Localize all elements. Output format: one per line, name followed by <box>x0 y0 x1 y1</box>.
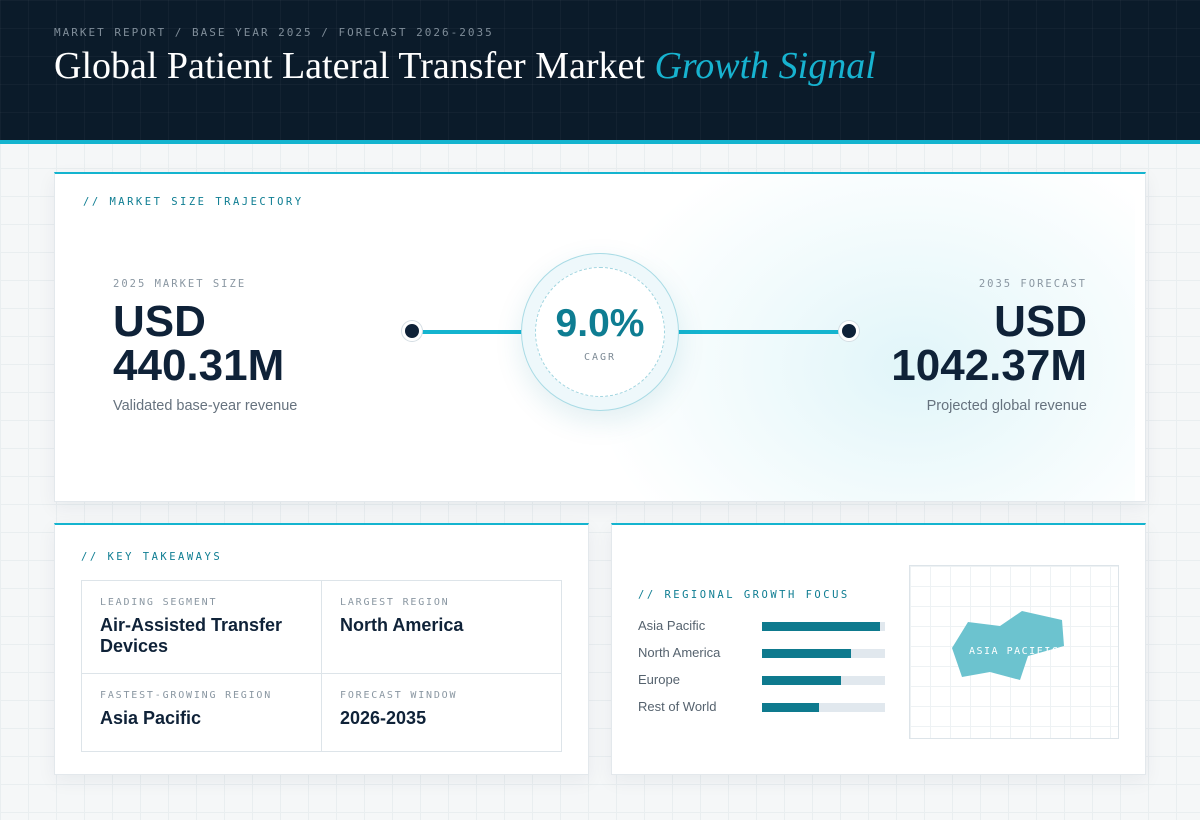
region-bar-label: Europe <box>638 672 680 687</box>
report-eyebrow: MARKET REPORT / BASE YEAR 2025 / FORECAS… <box>54 26 494 39</box>
takeaway-caption: LEADING SEGMENT <box>100 597 218 608</box>
title-accent: Growth Signal <box>654 45 876 87</box>
trajectory-line-left <box>421 330 527 334</box>
region-bar-row: Rest of World <box>638 699 888 714</box>
region-bar-fill <box>762 703 819 712</box>
start-value: USD 440.31M <box>113 300 284 388</box>
end-caption: 2035 FORECAST <box>978 278 1087 290</box>
end-value: USD 1042.37M <box>891 300 1087 388</box>
region-bar-row: Asia Pacific <box>638 618 888 633</box>
start-marker-dot <box>402 321 422 341</box>
takeaways-grid: LEADING SEGMENT Air-Assisted Transfer De… <box>81 580 562 752</box>
takeaway-largest-region: LARGEST REGION North America <box>322 581 561 674</box>
takeaway-value: Air-Assisted Transfer Devices <box>100 615 283 656</box>
takeaway-leading-segment: LEADING SEGMENT Air-Assisted Transfer De… <box>82 581 322 674</box>
trajectory-line-right <box>665 330 841 334</box>
region-bar-label: Rest of World <box>638 699 717 714</box>
start-currency: USD <box>113 297 206 346</box>
region-bar-row: North America <box>638 645 888 660</box>
region-bar-fill <box>762 622 881 631</box>
page-title: Global Patient Lateral Transfer Market G… <box>54 44 876 88</box>
region-bar-track <box>762 622 885 631</box>
region-bar-track <box>762 649 885 658</box>
regional-growth-card: // REGIONAL GROWTH FOCUS Asia Pacific No… <box>611 523 1146 775</box>
region-map: ASIA PACIFIC <box>909 565 1119 739</box>
end-amount: 1042.37M <box>891 341 1087 390</box>
cagr-badge-inner: 9.0% CAGR <box>535 267 665 397</box>
takeaway-caption: FASTEST-GROWING REGION <box>100 690 273 701</box>
header-accent-line <box>0 140 1200 144</box>
market-size-trajectory-card: // MARKET SIZE TRAJECTORY 2025 MARKET SI… <box>54 172 1146 502</box>
key-takeaways-card: // KEY TAKEAWAYS LEADING SEGMENT Air-Ass… <box>54 523 589 775</box>
cagr-badge: 9.0% CAGR <box>521 253 679 411</box>
start-amount: 440.31M <box>113 341 285 390</box>
takeaway-value: 2026-2035 <box>340 708 427 728</box>
region-bar-label: Asia Pacific <box>638 618 706 633</box>
trajectory-section-label: // MARKET SIZE TRAJECTORY <box>83 196 304 208</box>
asia-pacific-map-icon <box>952 611 1064 680</box>
cagr-label: CAGR <box>583 352 617 363</box>
end-currency: USD <box>994 297 1087 346</box>
report-header: MARKET REPORT / BASE YEAR 2025 / FORECAS… <box>0 0 1200 140</box>
takeaway-value: Asia Pacific <box>100 708 202 728</box>
takeaways-section-label: // KEY TAKEAWAYS <box>81 551 223 563</box>
start-caption: 2025 MARKET SIZE <box>113 278 247 290</box>
region-bar-fill <box>762 676 841 685</box>
end-subtitle: Projected global revenue <box>926 398 1087 414</box>
region-bar-track <box>762 676 885 685</box>
region-bar-track <box>762 703 885 712</box>
takeaway-value: North America <box>340 615 464 635</box>
title-main: Global Patient Lateral Transfer Market <box>54 45 645 87</box>
end-marker-dot <box>839 321 859 341</box>
region-bar-fill <box>762 649 851 658</box>
region-bar-row: Europe <box>638 672 888 687</box>
map-region-label: ASIA PACIFIC <box>969 646 1060 657</box>
takeaway-caption: LARGEST REGION <box>340 597 450 608</box>
takeaway-caption: FORECAST WINDOW <box>340 690 458 701</box>
regional-section-label: // REGIONAL GROWTH FOCUS <box>638 589 850 601</box>
region-bar-label: North America <box>638 645 721 660</box>
asia-pacific-shape <box>952 611 1064 680</box>
takeaway-fastest-growing-region: FASTEST-GROWING REGION Asia Pacific <box>82 674 322 751</box>
cagr-value: 9.0% <box>555 302 645 345</box>
takeaway-forecast-window: FORECAST WINDOW 2026-2035 <box>322 674 561 751</box>
start-subtitle: Validated base-year revenue <box>113 398 298 414</box>
